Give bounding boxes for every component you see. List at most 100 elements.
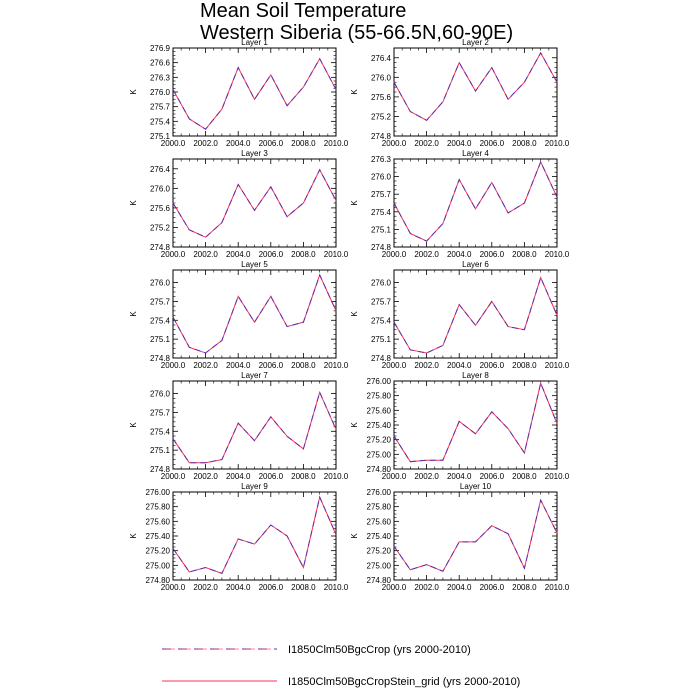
- panel-layer-6: Layer 6 274.8 275.1 275.4 275.7 276.0 2000.0 20…: [350, 260, 570, 370]
- x-tick-label: 2004.0: [447, 139, 472, 148]
- y-tick-label: 275.80: [146, 503, 171, 512]
- y-tick-label: 276.0: [150, 390, 171, 399]
- panel-layer-5: Layer 5 274.8 275.1 275.4 275.7 276.0 2000.0 20…: [129, 260, 349, 370]
- y-tick-label: 276.6: [150, 59, 171, 68]
- x-tick-label: 2008.0: [291, 250, 316, 259]
- panel-layer-9: Layer 9 274.80 275.00 275.20 275.40 275.60 275…: [129, 482, 349, 592]
- panel-title: Layer 9: [241, 482, 268, 491]
- y-tick-label: 275.1: [371, 335, 392, 344]
- y-tick-label: 274.80: [367, 576, 392, 585]
- y-tick-label: 275.40: [367, 532, 392, 541]
- y-tick-label: 275.1: [150, 335, 171, 344]
- x-tick-label: 2004.0: [226, 250, 251, 259]
- y-axis-label: K: [129, 89, 138, 95]
- panel-layer-1: Layer 1 275.1 275.4 275.7 276.0 276.3 276.6 276…: [129, 38, 349, 148]
- x-tick-label: 2010.0: [324, 361, 349, 370]
- y-tick-label: 275.7: [150, 297, 171, 306]
- y-tick-label: 275.00: [146, 561, 171, 570]
- x-tick-label: 2006.0: [480, 250, 505, 259]
- x-tick-label: 2000.0: [382, 250, 407, 259]
- y-tick-label: 275.20: [146, 547, 171, 556]
- series-line-solid: [393, 276, 558, 354]
- x-tick-label: 2000.0: [161, 583, 186, 592]
- plot-frame: [393, 158, 558, 248]
- panel-title: Layer 3: [241, 149, 268, 158]
- y-tick-label: 274.80: [367, 465, 392, 474]
- y-tick-label: 275.4: [150, 117, 171, 126]
- x-tick-label: 2004.0: [226, 472, 251, 481]
- y-tick-label: 276.00: [367, 488, 392, 497]
- panel-layer-2: Layer 2 274.8 275.2 275.6 276.0 276.4 2000.0 20…: [350, 38, 570, 148]
- series-line-dashed: [393, 276, 558, 354]
- y-tick-label: 274.8: [150, 354, 171, 363]
- series-line-dashed: [393, 498, 558, 572]
- x-tick-label: 2008.0: [291, 472, 316, 481]
- panel-title: Layer 6: [462, 260, 489, 269]
- x-tick-label: 2002.0: [414, 139, 439, 148]
- x-tick-label: 2002.0: [414, 583, 439, 592]
- x-tick-label: 2002.0: [414, 472, 439, 481]
- y-tick-label: 276.4: [371, 54, 392, 63]
- y-axis-label: K: [129, 533, 138, 539]
- plot-frame: [172, 491, 337, 581]
- x-tick-label: 2010.0: [324, 139, 349, 148]
- panel-title: Layer 10: [460, 482, 492, 491]
- x-tick-label: 2006.0: [480, 139, 505, 148]
- y-tick-label: 275.4: [371, 208, 392, 217]
- x-tick-label: 2010.0: [324, 250, 349, 259]
- y-axis-label: K: [350, 200, 359, 206]
- panel-title: Layer 1: [241, 38, 268, 47]
- y-tick-label: 275.7: [371, 190, 392, 199]
- y-tick-label: 276.00: [146, 488, 171, 497]
- x-tick-label: 2010.0: [545, 139, 570, 148]
- plot-frame: [393, 47, 558, 137]
- x-tick-label: 2002.0: [193, 583, 218, 592]
- y-tick-label: 275.4: [150, 427, 171, 436]
- x-tick-label: 2004.0: [447, 583, 472, 592]
- y-tick-label: 274.8: [371, 132, 392, 141]
- y-tick-label: 275.4: [150, 316, 171, 325]
- series-line-solid: [172, 57, 337, 130]
- x-tick-label: 2006.0: [259, 472, 284, 481]
- y-tick-label: 275.00: [367, 561, 392, 570]
- x-tick-label: 2000.0: [161, 472, 186, 481]
- panel-layer-4: Layer 4 274.8 275.1 275.4 275.7 276.0 276.3 200…: [350, 149, 570, 259]
- x-tick-label: 2006.0: [259, 139, 284, 148]
- y-tick-label: 275.20: [367, 436, 392, 445]
- y-tick-label: 276.0: [150, 184, 171, 193]
- y-axis-label: K: [350, 533, 359, 539]
- y-tick-label: 275.40: [146, 532, 171, 541]
- x-tick-label: 2006.0: [259, 361, 284, 370]
- series-line-solid: [393, 51, 558, 121]
- y-tick-label: 275.80: [367, 503, 392, 512]
- panel-title: Layer 4: [462, 149, 489, 158]
- x-tick-label: 2010.0: [324, 583, 349, 592]
- title-line-1: Mean Soil Temperature: [200, 0, 407, 22]
- x-tick-label: 2000.0: [382, 472, 407, 481]
- x-tick-label: 2004.0: [226, 139, 251, 148]
- y-tick-label: 275.60: [367, 406, 392, 415]
- x-tick-label: 2006.0: [480, 583, 505, 592]
- x-tick-label: 2002.0: [193, 250, 218, 259]
- panel-layer-10: Layer 10 274.80 275.00 275.20 275.40 275.60 27…: [350, 482, 570, 592]
- y-tick-label: 276.9: [150, 44, 171, 53]
- panel-layer-7: Layer 7 274.8 275.1 275.4 275.7 276.0 2000.0 20…: [129, 371, 349, 481]
- y-tick-label: 275.1: [150, 446, 171, 455]
- y-tick-label: 275.2: [371, 112, 392, 121]
- x-tick-label: 2000.0: [382, 583, 407, 592]
- y-axis-label: K: [129, 311, 138, 317]
- y-tick-label: 274.8: [150, 243, 171, 252]
- y-axis-label: K: [350, 422, 359, 428]
- series-line-solid: [172, 168, 337, 238]
- x-tick-label: 2002.0: [414, 361, 439, 370]
- y-tick-label: 276.00: [367, 377, 392, 386]
- y-tick-label: 276.0: [371, 173, 392, 182]
- panel-title: Layer 7: [241, 371, 268, 380]
- x-tick-label: 2010.0: [545, 361, 570, 370]
- y-tick-label: 276.0: [371, 279, 392, 288]
- plot-frame: [172, 47, 337, 137]
- series-line-dashed: [172, 57, 337, 130]
- series-line-dashed: [393, 381, 558, 463]
- series-line-dashed: [172, 495, 337, 575]
- y-tick-label: 275.1: [371, 225, 392, 234]
